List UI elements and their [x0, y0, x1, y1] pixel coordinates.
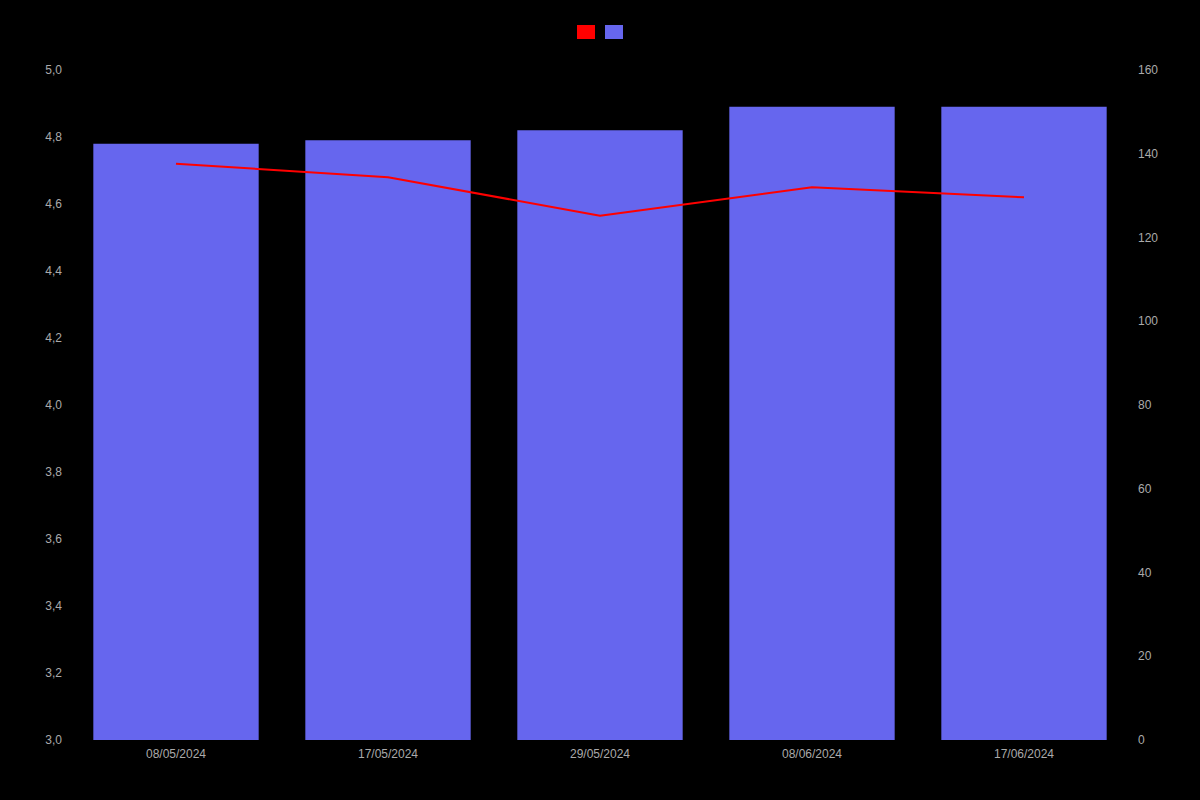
svg-text:3,8: 3,8	[45, 465, 62, 479]
svg-text:17/05/2024: 17/05/2024	[358, 747, 418, 761]
svg-text:40: 40	[1138, 566, 1152, 580]
svg-text:0: 0	[1138, 733, 1145, 747]
svg-text:4,0: 4,0	[45, 398, 62, 412]
svg-text:17/06/2024: 17/06/2024	[994, 747, 1054, 761]
svg-text:100: 100	[1138, 314, 1158, 328]
svg-text:5,0: 5,0	[45, 63, 62, 77]
svg-text:3,6: 3,6	[45, 532, 62, 546]
svg-text:08/06/2024: 08/06/2024	[782, 747, 842, 761]
svg-text:3,2: 3,2	[45, 666, 62, 680]
svg-text:120: 120	[1138, 231, 1158, 245]
svg-text:4,4: 4,4	[45, 264, 62, 278]
svg-text:20: 20	[1138, 649, 1152, 663]
svg-text:140: 140	[1138, 147, 1158, 161]
svg-text:160: 160	[1138, 63, 1158, 77]
svg-text:4,8: 4,8	[45, 130, 62, 144]
svg-text:08/05/2024: 08/05/2024	[146, 747, 206, 761]
svg-text:60: 60	[1138, 482, 1152, 496]
svg-text:4,2: 4,2	[45, 331, 62, 345]
svg-text:4,6: 4,6	[45, 197, 62, 211]
svg-text:80: 80	[1138, 398, 1152, 412]
svg-text:3,4: 3,4	[45, 599, 62, 613]
svg-text:3,0: 3,0	[45, 733, 62, 747]
svg-text:29/05/2024: 29/05/2024	[570, 747, 630, 761]
